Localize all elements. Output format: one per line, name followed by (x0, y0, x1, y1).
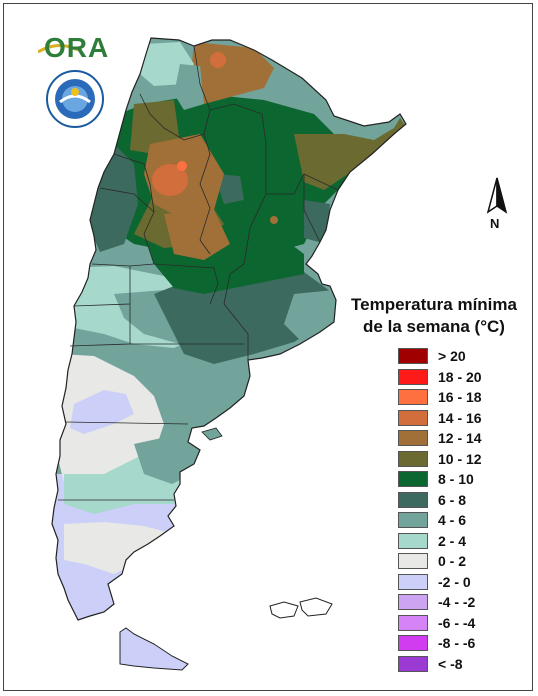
legend-swatch (398, 389, 428, 406)
zone-10-12-northeast (294, 118, 406, 190)
legend-label: 16 - 18 (438, 389, 482, 406)
legend-label: -6 - -4 (438, 614, 476, 631)
swoosh-icon (38, 44, 78, 54)
temperature-zones (52, 42, 406, 620)
legend-swatch (398, 450, 428, 467)
legend-title: Temperatura mínima de la semana (°C) (351, 295, 517, 336)
ora-logo: ORA (38, 30, 108, 64)
smn-seal-logo (46, 70, 104, 128)
legend-label: 14 - 16 (438, 409, 482, 426)
legend-label: 8 - 10 (438, 471, 474, 488)
tierra-del-fuego (119, 627, 189, 671)
legend-label: 2 - 4 (438, 532, 467, 549)
legend-swatch (398, 573, 428, 590)
legend-item: -8 - -6 (398, 633, 482, 654)
north-arrow: N (482, 176, 512, 236)
legend-item: 2 - 4 (398, 531, 482, 552)
legend-swatch (398, 655, 428, 672)
legend-label: 18 - 20 (438, 368, 482, 385)
zone-16-18-spot (177, 161, 187, 171)
legend-item: < -8 (398, 654, 482, 675)
north-label: N (490, 216, 500, 231)
legend-item: 14 - 16 (398, 408, 482, 429)
legend-label: 0 - 2 (438, 553, 467, 570)
legend-item: 6 - 8 (398, 490, 482, 511)
zone-4-6-north (174, 64, 204, 110)
legend-label: -2 - 0 (438, 573, 471, 590)
legend-swatch (398, 532, 428, 549)
zone-6-8-east (304, 200, 330, 244)
temperature-map (51, 37, 407, 671)
legend-swatch (398, 409, 428, 426)
legend-items: > 20 18 - 20 16 - 18 14 - 16 12 - 14 10 - 12 8… (398, 346, 482, 674)
legend-label: 6 - 8 (438, 491, 467, 508)
ora-logo-text: ORA (44, 32, 110, 63)
zone-minus2-0-central (70, 390, 134, 434)
map-frame: ORA N Temperatura mínima de la semana (°C… (3, 3, 533, 691)
legend-item: -2 - 0 (398, 572, 482, 593)
province-borders (58, 45, 339, 501)
zone-14-16-center (152, 164, 188, 196)
zone-12-14-spot (270, 216, 278, 224)
legend-label: 12 - 14 (438, 430, 482, 447)
argentina-outline (51, 37, 407, 621)
legend-swatch (398, 430, 428, 447)
legend-swatch (398, 594, 428, 611)
legend-item: 10 - 12 (398, 449, 482, 470)
peninsula-valdes (201, 427, 223, 441)
legend-label: 4 - 6 (438, 512, 467, 529)
seal-icon (46, 70, 104, 128)
legend-item: -4 - -2 (398, 592, 482, 613)
legend-swatch (398, 512, 428, 529)
legend-item: 16 - 18 (398, 387, 482, 408)
legend: Temperatura mínima de la semana (°C) > 20… (346, 294, 526, 672)
legend-label: < -8 (438, 655, 463, 672)
legend-swatch (398, 471, 428, 488)
legend-item: -6 - -4 (398, 613, 482, 634)
legend-swatch (398, 491, 428, 508)
legend-swatch (398, 368, 428, 385)
legend-item: 12 - 14 (398, 428, 482, 449)
zone-12-14-south (164, 210, 230, 260)
legend-label: -4 - -2 (438, 594, 476, 611)
legend-label: 10 - 12 (438, 450, 482, 467)
north-arrow-icon (486, 177, 508, 214)
zone-14-16-north (210, 52, 226, 68)
legend-item: 8 - 10 (398, 469, 482, 490)
legend-label: -8 - -6 (438, 635, 476, 652)
legend-swatch (398, 348, 428, 365)
legend-label: > 20 (438, 348, 466, 365)
legend-item: 0 - 2 (398, 551, 482, 572)
legend-item: 18 - 20 (398, 367, 482, 388)
legend-swatch (398, 614, 428, 631)
legend-item: > 20 (398, 346, 482, 367)
legend-item: 4 - 6 (398, 510, 482, 531)
malvinas-islands (269, 597, 333, 619)
legend-swatch (398, 553, 428, 570)
legend-swatch (398, 635, 428, 652)
